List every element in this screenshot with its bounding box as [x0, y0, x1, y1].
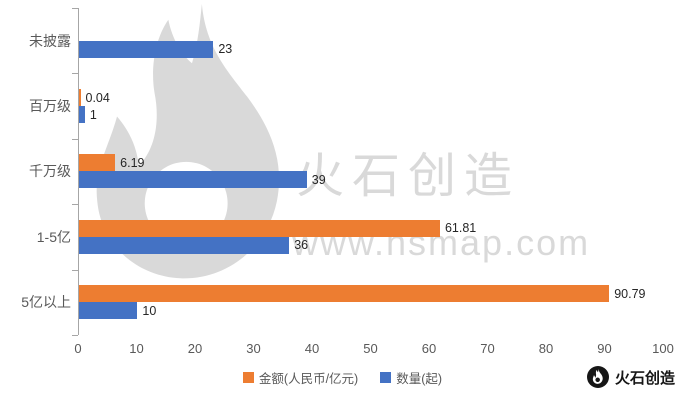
bar-value-label: 61.81 — [444, 221, 477, 236]
category-bars: 23 — [78, 8, 663, 74]
bar-value-label: 6.19 — [120, 155, 145, 170]
count-bar — [79, 106, 85, 124]
hsmap-logo-icon — [586, 366, 609, 388]
plot-rows: 未披露 23 百万级 0.04 1 千万级 6.19 39 1-5亿 61.81 36 5亿以上 90.… — [0, 8, 663, 335]
bar-line: 1 — [79, 106, 663, 124]
footer-brand: 火石创造 — [586, 366, 675, 388]
count-bar — [79, 236, 290, 254]
x-axis-label: 100 — [652, 341, 674, 356]
x-axis-label: 20 — [187, 341, 203, 356]
amount-bar — [79, 285, 610, 303]
x-axis-label: 0 — [74, 341, 82, 356]
amount-bar — [79, 219, 440, 237]
chart-row: 1-5亿 61.81 36 — [0, 204, 663, 270]
bar-line: 61.81 — [79, 219, 663, 237]
legend-item: 金额(人民币/亿元) — [242, 368, 359, 387]
axis-tick — [72, 73, 78, 75]
bar-line: 90.79 — [79, 285, 663, 303]
bar-value-label: 23 — [218, 42, 233, 57]
category-bars: 0.04 1 — [78, 73, 663, 139]
chart-row: 5亿以上 90.79 10 — [0, 269, 663, 335]
legend: 金额(人民币/亿元) 数量(起) — [0, 368, 685, 387]
count-bar — [79, 40, 214, 58]
bar-line: 0.04 — [79, 89, 663, 107]
amount-bar — [79, 154, 116, 172]
legend-label: 数量(起) — [396, 372, 443, 386]
axis-tick — [72, 204, 78, 206]
category-bars: 90.79 10 — [78, 269, 663, 335]
axis-tick — [72, 269, 78, 271]
category-bars: 6.19 39 — [78, 138, 663, 205]
x-axis-label: 50 — [363, 341, 378, 356]
category-label: 未披露 — [29, 32, 71, 49]
chart-row: 百万级 0.04 1 — [0, 73, 663, 139]
x-axis: 0 10 20 30 40 50 60 70 80 90 100 — [74, 341, 673, 357]
count-bar — [79, 171, 307, 189]
x-axis-label: 40 — [304, 341, 320, 356]
bar-line: 6.19 — [79, 154, 663, 172]
category-label: 1-5亿 — [36, 228, 71, 245]
axis-ticks — [72, 8, 78, 336]
amount-bar — [79, 89, 81, 107]
axis-tick — [72, 8, 78, 9]
bar-value-label: 39 — [311, 172, 326, 187]
axis-tick — [72, 335, 78, 336]
category-label: 百万级 — [29, 98, 71, 115]
chart-row: 千万级 6.19 39 — [0, 138, 663, 205]
x-axis-label: 60 — [421, 341, 437, 356]
legend-swatch — [380, 372, 392, 383]
bar-value-label: 1 — [89, 107, 97, 122]
bar-line: 23 — [79, 40, 663, 58]
axis-tick — [72, 138, 78, 140]
x-axis-label: 90 — [597, 341, 612, 356]
x-axis-label: 10 — [129, 341, 144, 356]
legend-swatch — [242, 372, 254, 383]
x-axis-label: 70 — [480, 341, 495, 356]
x-axis-label: 80 — [538, 341, 554, 356]
x-axis-label: 30 — [246, 341, 261, 356]
legend-label: 金额(人民币/亿元) — [258, 372, 359, 386]
bar-value-label: 0.04 — [85, 90, 110, 105]
bar-line: 10 — [79, 302, 663, 320]
bar-value-label: 90.79 — [614, 286, 646, 301]
bar-line: 39 — [79, 171, 663, 189]
chart-row: 未披露 23 — [0, 8, 663, 74]
category-bars: 61.81 36 — [78, 204, 663, 270]
category-label: 5亿以上 — [21, 294, 71, 311]
bar-line — [79, 24, 663, 41]
legend-item: 数量(起) — [380, 368, 442, 387]
category-label: 千万级 — [29, 163, 71, 180]
footer-brand-text: 火石创造 — [614, 369, 675, 387]
bar-line: 36 — [79, 236, 663, 254]
bar-value-label: 10 — [142, 303, 157, 318]
bar-value-label: 36 — [294, 238, 309, 253]
count-bar — [79, 302, 138, 320]
